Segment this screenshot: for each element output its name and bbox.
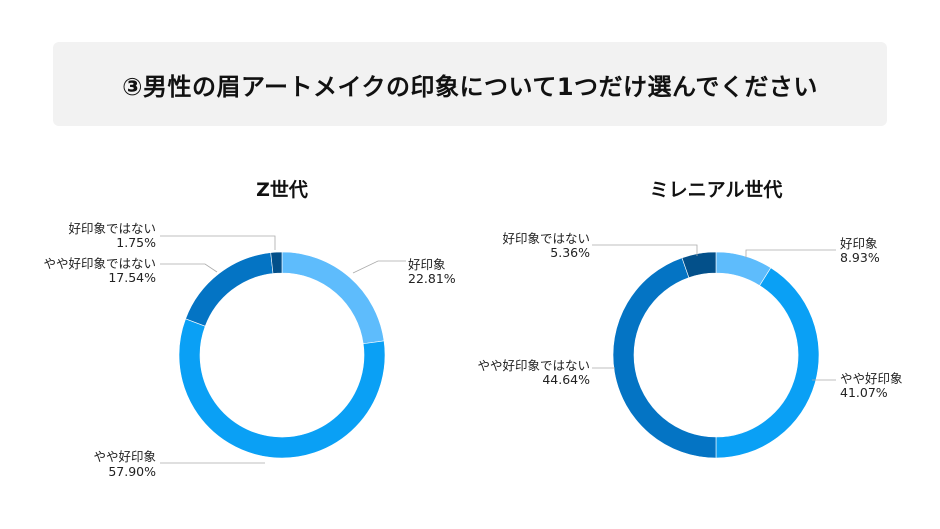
label-name: 好印象 [840, 236, 878, 251]
label-value: 8.93% [840, 250, 880, 265]
label-value: 41.07% [840, 385, 888, 400]
chart-z-generation: Z世代 好印象 22.81% やや好印象 57.90% やや好印象ではない 17… [43, 179, 455, 479]
donut-slice-3 [270, 251, 283, 274]
label-name: 好印象ではない [502, 231, 590, 246]
donut-slice-1 [715, 267, 820, 459]
label-value: 5.36% [550, 245, 590, 260]
leader-line [745, 249, 836, 258]
chart-millennial-generation: ミレニアル世代 好印象 8.93% やや好印象 41.07% やや好印象ではない… [477, 179, 903, 459]
chart-title-millennial: ミレニアル世代 [650, 179, 783, 201]
chart-title-z: Z世代 [256, 179, 308, 201]
label-name: 好印象 [408, 257, 446, 272]
leader-line [160, 235, 276, 250]
leader-line [160, 263, 218, 273]
donut-slice-3 [681, 251, 717, 278]
label-value: 57.90% [108, 464, 156, 479]
donut-z [178, 251, 386, 459]
label-name: やや好印象 [840, 371, 903, 386]
label-name: やや好印象ではない [43, 256, 156, 271]
label-name: 好印象ではない [68, 221, 156, 236]
label-value: 1.75% [116, 235, 156, 250]
label-value: 44.64% [542, 372, 590, 387]
label-value: 17.54% [108, 270, 156, 285]
label-value: 22.81% [408, 271, 456, 286]
donut-slice-1 [178, 318, 386, 459]
donut-slice-2 [612, 257, 717, 459]
label-name: やや好印象 [93, 449, 156, 464]
leader-line [352, 260, 406, 274]
label-name: やや好印象ではない [477, 358, 590, 373]
donut-millennial [612, 251, 820, 459]
page-title: ③男性の眉アートメイクの印象について1つだけ選んでください [122, 72, 818, 101]
leader-line [592, 244, 698, 256]
title-banner: ③男性の眉アートメイクの印象について1つだけ選んでください [53, 42, 887, 126]
